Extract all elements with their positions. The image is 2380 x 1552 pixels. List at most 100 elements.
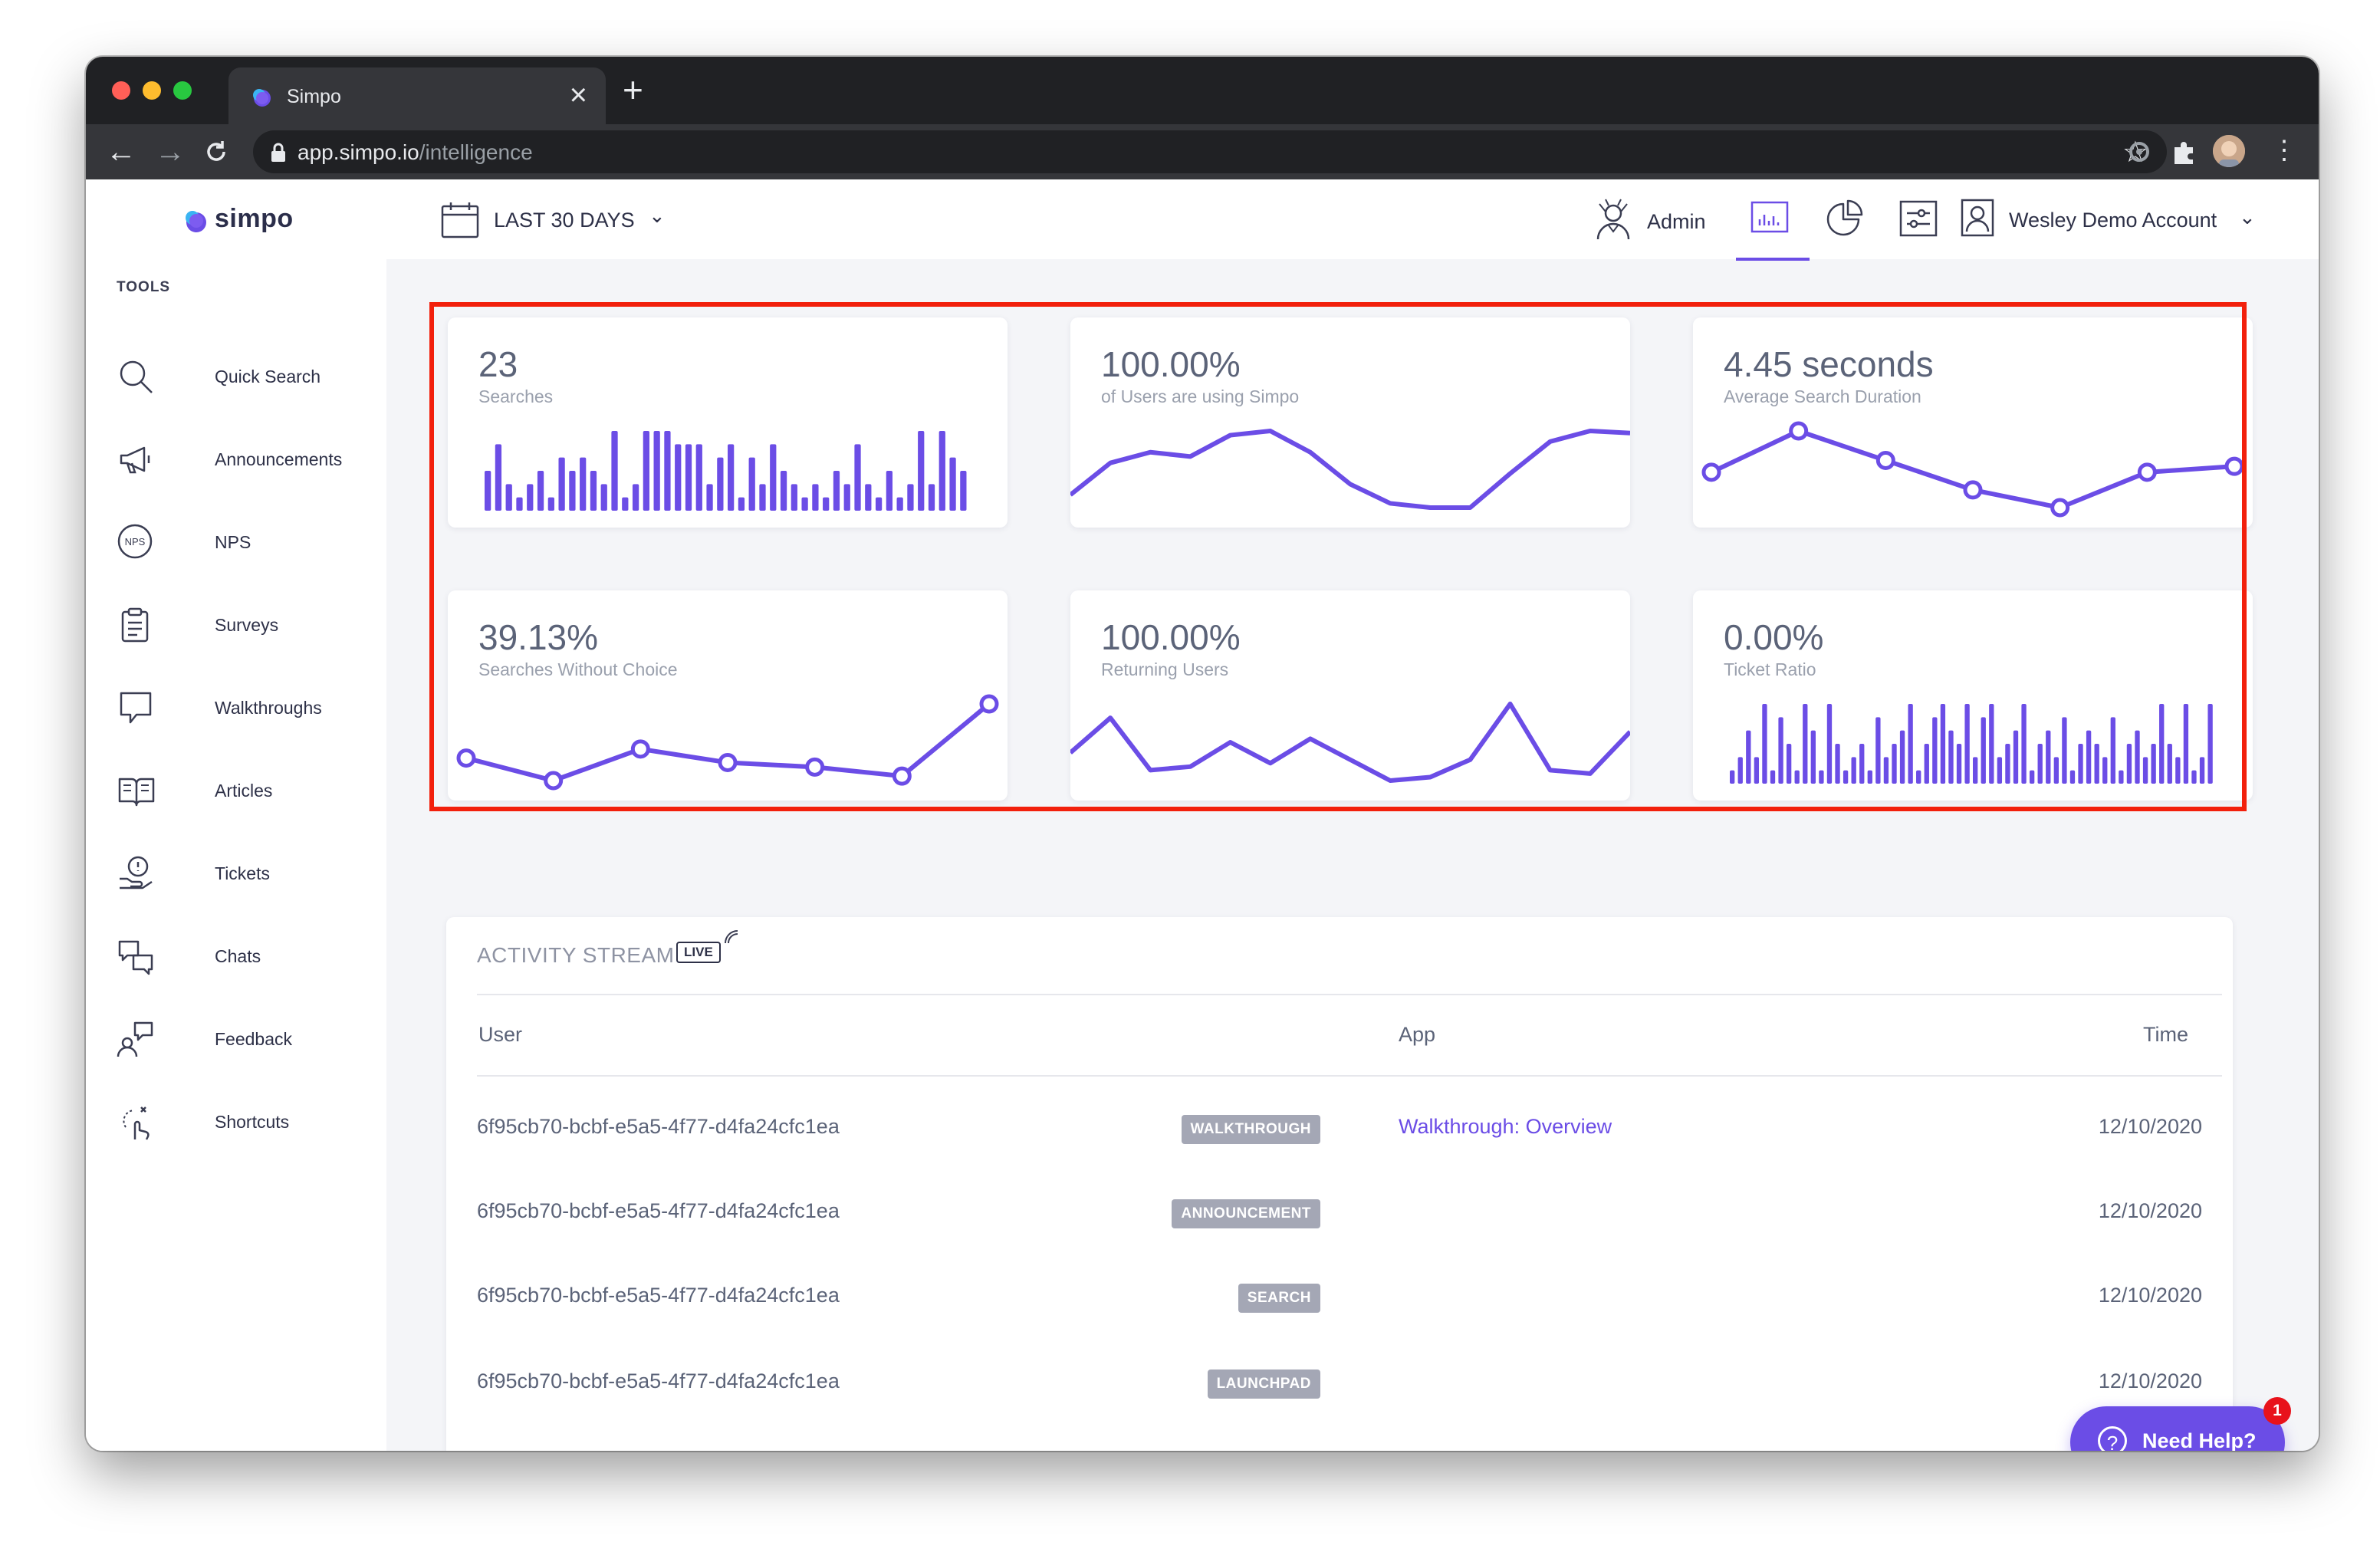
admin-user-icon	[1596, 199, 1630, 240]
sidebar-item-walkthroughs[interactable]: Walkthroughs	[117, 684, 377, 730]
profile-photo-icon	[2213, 135, 2245, 167]
metric-card-users-using-simpo[interactable]: 100.00% of Users are using Simpo	[1070, 317, 1630, 528]
table-row[interactable]: 6f95cb70-bcbf-e5a5-4f77-d4fa24cfc1ea ANN…	[446, 1178, 2233, 1262]
chart-bar	[1973, 757, 1978, 784]
simpo-logo[interactable]: simpo	[181, 204, 293, 238]
sidebar-item-nps[interactable]: NPS NPS	[117, 518, 377, 564]
table-row[interactable]: 6f95cb70-bcbf-e5a5-4f77-d4fa24cfc1ea LAU…	[446, 1348, 2233, 1432]
chart-bar	[632, 484, 639, 511]
sidebar-item-articles[interactable]: Articles	[117, 767, 377, 813]
chart-bar	[2191, 770, 2197, 784]
admin-button[interactable]: Admin	[1593, 198, 1706, 245]
url-path: /intelligence	[419, 140, 533, 164]
account-menu[interactable]: Wesley Demo Account ⌄	[1960, 198, 2256, 242]
forward-arrow-icon[interactable]: →	[155, 135, 186, 169]
chart-bar	[1794, 770, 1800, 784]
sidebar: simpo TOOLS Quick Search Announcements N…	[86, 179, 386, 1451]
chart-bar	[600, 484, 607, 511]
reload-icon[interactable]	[202, 138, 230, 166]
column-header-time[interactable]: Time	[2143, 1023, 2188, 1046]
metric-value: 23	[478, 344, 518, 384]
chart-bar	[770, 444, 777, 511]
sidebar-item-chats[interactable]: Chats	[117, 932, 377, 978]
row-time: 12/10/2020	[2098, 1370, 2202, 1393]
date-range-selector[interactable]: LAST 30 DAYS ⌄	[440, 201, 666, 243]
sidebar-item-surveys[interactable]: Surveys	[117, 601, 377, 647]
chart-series-line	[1070, 429, 1630, 510]
chart-bar	[1786, 744, 1792, 784]
bookmark-star-icon[interactable]: ☆	[2122, 136, 2148, 169]
back-arrow-icon[interactable]: ←	[106, 135, 136, 169]
need-help-button[interactable]: ? Need Help? 1	[2070, 1397, 2291, 1451]
extension-sync-icon[interactable]	[2124, 136, 2155, 167]
metric-value: 4.45 seconds	[1724, 344, 1934, 384]
profile-avatar[interactable]	[2213, 135, 2245, 167]
sidebar-item-label: NPS	[215, 532, 251, 552]
row-app-link[interactable]: Walkthrough: Overview	[1399, 1115, 1612, 1138]
ticket-icon	[120, 856, 153, 889]
chart-bar	[833, 471, 840, 511]
table-row[interactable]: 6f95cb70-bcbf-e5a5-4f77-d4fa24cfc1ea WAL…	[446, 1093, 2233, 1178]
minimize-window-button[interactable]	[143, 81, 161, 100]
metric-card-searches[interactable]: 23 Searches	[448, 317, 1008, 528]
browser-tab[interactable]: Simpo ×	[228, 67, 606, 124]
new-tab-icon[interactable]: +	[623, 70, 643, 110]
chart-bar	[2135, 730, 2140, 784]
app-area: simpo TOOLS Quick Search Announcements N…	[86, 179, 2319, 1451]
row-time: 12/10/2020	[2098, 1284, 2202, 1307]
book-icon	[118, 778, 155, 807]
sidebar-item-label: Announcements	[215, 449, 343, 469]
chart-bar	[2142, 757, 2148, 784]
highlight-annotation-box	[429, 302, 2247, 811]
simpo-logo-icon	[186, 211, 206, 232]
metric-card-searches-without-choice[interactable]: 39.13% Searches Without Choice	[448, 590, 1008, 801]
tab-reports[interactable]	[1825, 199, 1865, 242]
chart-bar	[706, 484, 713, 511]
tab-strip: Simpo × +	[86, 57, 2319, 124]
sidebar-item-quick-search[interactable]: Quick Search	[117, 353, 377, 399]
url-field[interactable]: app.simpo.io/intelligence ☆	[253, 130, 2167, 173]
close-tab-icon[interactable]: ×	[569, 78, 587, 112]
divider	[477, 994, 2222, 995]
chat-icon	[118, 940, 153, 975]
metric-label: Ticket Ratio	[1724, 659, 1816, 679]
sidebar-item-label: Walkthroughs	[215, 698, 322, 718]
table-row[interactable]: 6f95cb70-bcbf-e5a5-4f77-d4fa24cfc1ea SEA…	[446, 1262, 2233, 1346]
chart-point	[2050, 498, 2070, 518]
without-choice-line-chart	[456, 694, 999, 791]
sidebar-item-shortcuts[interactable]: Shortcuts	[117, 1098, 377, 1144]
sidebar-item-tickets[interactable]: Tickets	[117, 850, 377, 896]
extensions-puzzle-icon[interactable]	[2168, 136, 2199, 167]
chart-bar	[843, 484, 850, 511]
chart-point	[805, 757, 825, 777]
sidebar-item-label: Articles	[215, 781, 273, 801]
search-icon	[120, 360, 153, 393]
metric-card-returning-users[interactable]: 100.00% Returning Users	[1070, 590, 1630, 801]
megaphone-icon	[120, 446, 150, 474]
column-header-user[interactable]: User	[478, 1023, 523, 1046]
row-user-id: 6f95cb70-bcbf-e5a5-4f77-d4fa24cfc1ea	[477, 1370, 840, 1393]
chart-bar	[2013, 730, 2019, 784]
maximize-window-button[interactable]	[173, 81, 192, 100]
chart-bar	[886, 471, 893, 511]
notification-badge: 1	[2263, 1397, 2291, 1425]
chart-bar	[1883, 757, 1889, 784]
metric-card-ticket-ratio[interactable]: 0.00% Ticket Ratio	[1693, 590, 2253, 801]
chart-bar	[1819, 770, 1824, 784]
chart-bar	[1810, 730, 1816, 784]
tab-settings[interactable]	[1898, 199, 1938, 242]
chart-bar	[2005, 744, 2010, 784]
sidebar-item-announcements[interactable]: Announcements	[117, 436, 377, 482]
sidebar-item-feedback[interactable]: Feedback	[117, 1015, 377, 1061]
table-row[interactable]: 6f95cb70-bcbf-e5a5-4f77-d4fa24cfc1ea SEA…	[446, 1432, 2233, 1451]
tab-intelligence[interactable]	[1736, 199, 1810, 261]
chart-bar	[2062, 717, 2067, 784]
browser-menu-icon[interactable]: ⋮	[2271, 136, 2297, 165]
metric-card-search-duration[interactable]: 4.45 seconds Average Search Duration	[1693, 317, 2253, 528]
chart-point	[1701, 462, 1721, 482]
chart-bar	[1916, 770, 1921, 784]
column-header-app[interactable]: App	[1399, 1023, 1436, 1046]
close-window-button[interactable]	[112, 81, 130, 100]
need-help-label: Need Help?	[2142, 1429, 2257, 1451]
simpo-favicon-icon	[253, 89, 271, 107]
